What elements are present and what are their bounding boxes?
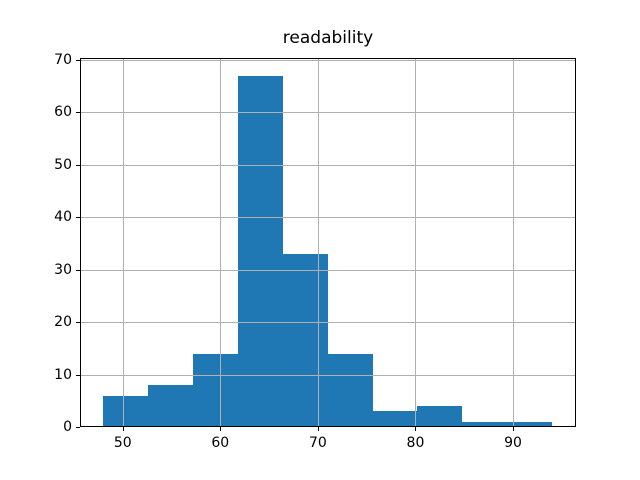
y-tick-label: 70 xyxy=(54,51,72,68)
gridline-vertical xyxy=(317,58,319,427)
plot-area xyxy=(80,58,576,427)
gridline-horizontal xyxy=(80,164,576,166)
histogram-bar xyxy=(148,385,193,427)
y-tick-label: 30 xyxy=(54,261,72,278)
y-tick-label: 50 xyxy=(54,156,72,173)
y-tick-mark xyxy=(76,112,80,114)
gridline-horizontal xyxy=(80,217,576,219)
histogram-bar xyxy=(507,421,553,427)
y-tick-mark xyxy=(76,322,80,324)
y-tick-mark xyxy=(76,164,80,166)
gridline-vertical xyxy=(513,58,515,427)
gridline-horizontal xyxy=(80,112,576,114)
histogram-bar xyxy=(327,353,373,427)
gridline-horizontal xyxy=(80,59,576,61)
y-tick-label: 60 xyxy=(54,104,72,121)
x-tick-label: 50 xyxy=(113,435,132,451)
y-tick-label: 40 xyxy=(54,209,72,226)
histogram-bar xyxy=(372,411,418,427)
y-tick-mark xyxy=(76,269,80,271)
histogram-bar xyxy=(462,421,508,427)
y-tick-label: 10 xyxy=(54,366,72,383)
gridline-horizontal xyxy=(80,269,576,271)
gridline-vertical xyxy=(415,58,417,427)
gridline-vertical xyxy=(220,58,222,427)
x-tick-label: 70 xyxy=(308,435,327,451)
gridline-horizontal xyxy=(80,374,576,376)
y-tick-mark xyxy=(76,217,80,219)
y-tick-label: 0 xyxy=(63,419,72,435)
y-tick-mark xyxy=(76,374,80,376)
x-tick-mark xyxy=(415,427,417,431)
chart-title: readability xyxy=(282,28,374,48)
y-tick-mark xyxy=(76,59,80,61)
x-tick-label: 80 xyxy=(406,435,425,451)
x-tick-mark xyxy=(220,427,222,431)
y-tick-mark xyxy=(76,427,80,428)
histogram-bar xyxy=(417,406,463,427)
histogram-bar xyxy=(192,353,238,427)
x-tick-mark xyxy=(122,427,124,431)
x-tick-label: 60 xyxy=(211,435,230,451)
histogram-bar xyxy=(282,253,328,427)
gridline-horizontal xyxy=(80,322,576,324)
histogram-bar xyxy=(103,395,149,427)
x-tick-label: 90 xyxy=(504,435,522,451)
histogram-bar xyxy=(237,75,283,427)
gridline-vertical xyxy=(122,58,124,427)
grid-layer xyxy=(80,58,576,427)
x-tick-mark xyxy=(317,427,319,431)
bars-layer xyxy=(80,58,576,427)
x-tick-mark xyxy=(513,427,515,431)
y-tick-label: 20 xyxy=(54,314,72,331)
